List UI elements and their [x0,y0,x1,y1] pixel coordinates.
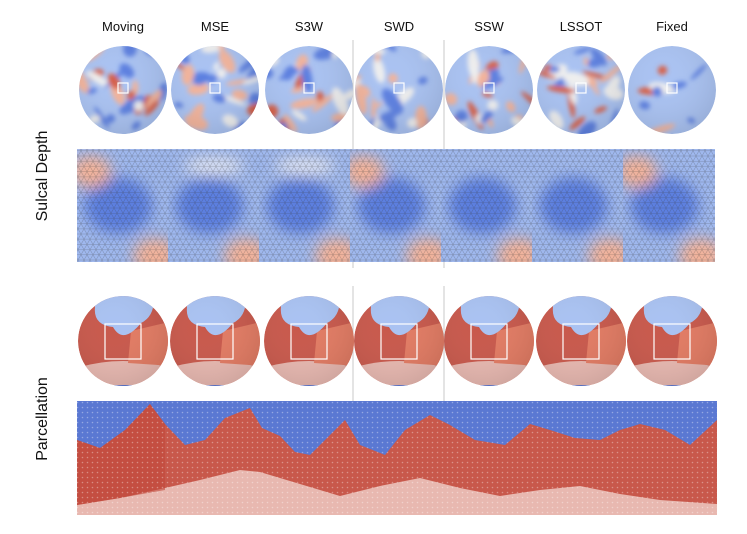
zoom-box [575,82,587,94]
row-labels: Sulcal Depth Parcellation [34,131,51,461]
row-label-parcellation: Parcellation [34,377,51,461]
sulcal-zoom-swd [350,149,442,262]
parcellation-sphere-moving [78,296,168,386]
row-label-sulcal-depth: Sulcal Depth [34,131,51,222]
sulcal-zoom-fixed [623,149,715,262]
sulcal-zoom-mse [168,149,260,262]
column-header-swd: SWD [384,19,414,34]
sulcal-sphere-s3w [265,46,353,134]
panels [77,46,717,515]
parcellation-zoom-strip [77,401,717,515]
zoom-box [104,323,142,360]
sulcal-sphere-mse [171,46,259,134]
parcellation-sphere-swd [354,296,444,386]
sulcal-zoom-moving [77,149,169,262]
sulcal-sphere-fixed [628,46,716,134]
column-header-ssw: SSW [474,19,504,34]
sulcal-sphere-ssw [445,46,533,134]
column-header-lssot: LSSOT [560,19,603,34]
column-header-moving: Moving [102,19,144,34]
parcellation-sphere-lssot [536,296,626,386]
zoom-box [209,82,221,94]
zoom-box [470,323,508,360]
sulcal-sphere-moving [79,46,167,134]
sulcal-zoom-ssw [441,149,533,262]
zoom-box [393,82,405,94]
parcellation-sphere-s3w [264,296,354,386]
parcellation-sphere-fixed [627,296,717,386]
zoom-box [290,323,328,360]
column-headers: Moving MSE S3W SWD SSW LSSOT Fixed [102,19,688,34]
zoom-box [483,82,495,94]
sulcal-sphere-swd [355,46,443,134]
column-header-fixed: Fixed [656,19,688,34]
sulcal-zoom-s3w [259,149,351,262]
zoom-box [653,323,691,360]
parcellation-sphere-mse [170,296,260,386]
zoom-box [666,82,678,94]
zoom-box [117,82,129,94]
zoom-box [562,323,600,360]
zoom-box [196,323,234,360]
zoom-box [303,82,315,94]
parcellation-sphere-ssw [444,296,534,386]
column-header-s3w: S3W [295,19,324,34]
zoom-box [380,323,418,360]
column-header-mse: MSE [201,19,230,34]
sulcal-sphere-lssot [537,46,625,134]
sulcal-zoom-lssot [532,149,624,262]
sulcal-zoom-strip [77,149,715,262]
